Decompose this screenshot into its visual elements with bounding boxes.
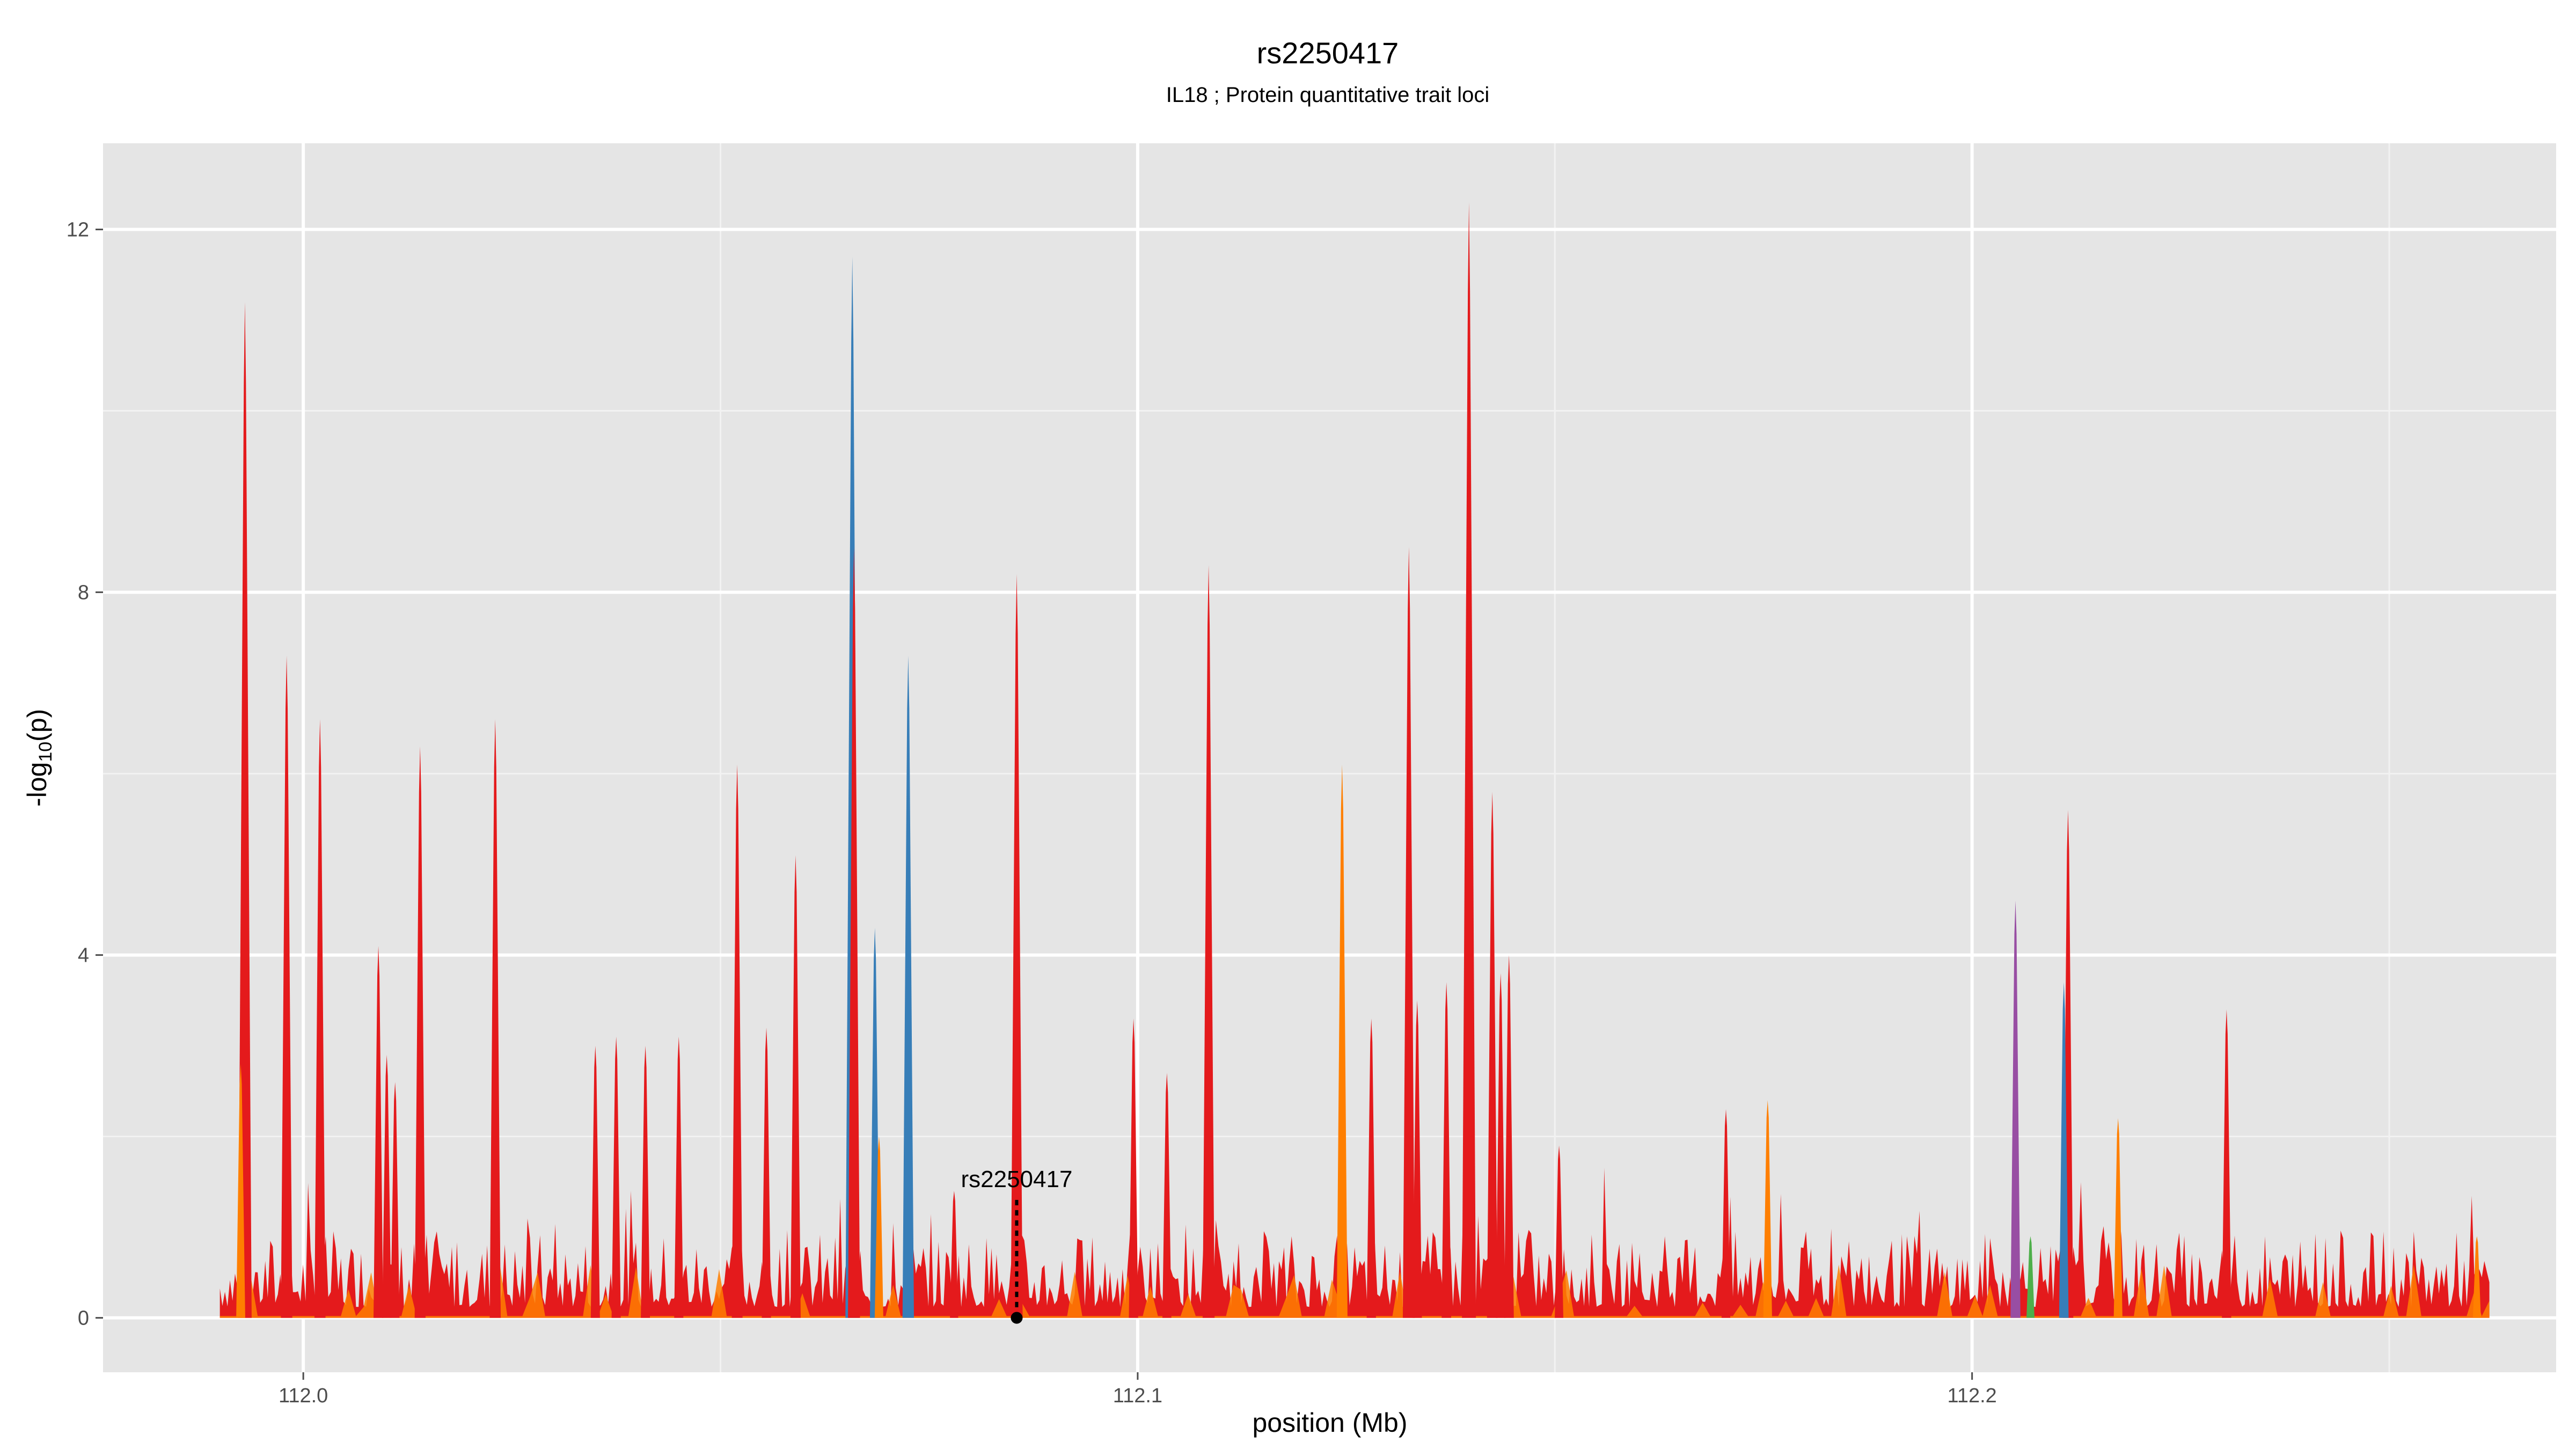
peak-red	[1413, 1000, 1422, 1318]
peak-red	[790, 855, 801, 1318]
peak-red	[1366, 1018, 1376, 1318]
chart-title: rs2250417	[1257, 36, 1399, 70]
peak-red	[1504, 955, 1514, 1318]
peak-red	[848, 547, 860, 1318]
annotation-label: rs2250417	[961, 1166, 1072, 1192]
peak-red	[1011, 574, 1023, 1318]
axes: 112.0 112.1 112.2 0 4 8 12	[67, 219, 1997, 1407]
peak-red	[950, 1190, 958, 1318]
peak-green	[2026, 1236, 2035, 1318]
peak-red	[238, 302, 252, 1318]
baseline-band	[219, 1168, 2490, 1318]
peak-orange	[1336, 764, 1348, 1318]
y-tick-label: 0	[78, 1307, 89, 1330]
peak-red	[1721, 1109, 1731, 1318]
peak-red	[731, 764, 743, 1318]
peak-red	[374, 946, 384, 1318]
peak-red	[611, 1036, 621, 1318]
peak-red	[2222, 1009, 2231, 1318]
peak-red	[314, 719, 326, 1318]
y-axis-title: -log10(p)	[22, 709, 56, 807]
peak-orange	[1763, 1100, 1772, 1318]
peak-red	[1555, 1145, 1564, 1318]
x-axis-title: position (Mb)	[1253, 1408, 1408, 1438]
y-axis-title-subscript: 10	[35, 742, 56, 762]
plot-panel	[103, 143, 2556, 1372]
y-tick-label: 8	[78, 582, 89, 604]
peak-red	[1202, 565, 1215, 1318]
peak-red	[641, 1045, 650, 1318]
peak-red	[390, 1082, 400, 1318]
chart-subtitle: IL18 ; Protein quantitative trait loci	[1166, 83, 1490, 107]
peak-red	[489, 719, 501, 1318]
peak-red	[1402, 547, 1415, 1318]
peak-red	[1441, 982, 1452, 1318]
minor-gridlines	[103, 143, 2556, 1372]
y-axis-title-tail: (p)	[22, 709, 52, 742]
peak-purple	[2010, 901, 2021, 1318]
peak-orange	[2472, 1236, 2481, 1318]
y-tick-label: 4	[78, 945, 89, 967]
peak-red	[1496, 973, 1506, 1318]
annotation-point	[1011, 1312, 1023, 1324]
peak-blue	[2059, 982, 2069, 1318]
peak-red	[1129, 1018, 1138, 1318]
peak-red	[1162, 1073, 1172, 1318]
x-tick-label: 112.2	[1948, 1385, 1997, 1407]
x-tick-label: 112.1	[1113, 1385, 1162, 1407]
peak-orange	[874, 1136, 883, 1318]
peak-blue	[902, 655, 914, 1318]
data-marks	[219, 202, 2490, 1318]
peak-orange	[2113, 1118, 2123, 1318]
peak-red	[1487, 792, 1498, 1318]
peak-red	[762, 1027, 771, 1318]
peak-red	[382, 1055, 392, 1318]
peak-red	[281, 655, 292, 1318]
x-tick-label: 112.0	[279, 1385, 328, 1407]
peak-red	[674, 1036, 684, 1318]
annotation: rs2250417	[961, 1166, 1072, 1324]
y-axis-title-main: -log	[22, 762, 52, 807]
peak-red	[1462, 202, 1476, 1318]
y-tick-label: 12	[67, 219, 89, 241]
peak-red	[414, 746, 426, 1318]
peak-orange	[236, 1064, 245, 1318]
peak-red	[590, 1045, 600, 1318]
